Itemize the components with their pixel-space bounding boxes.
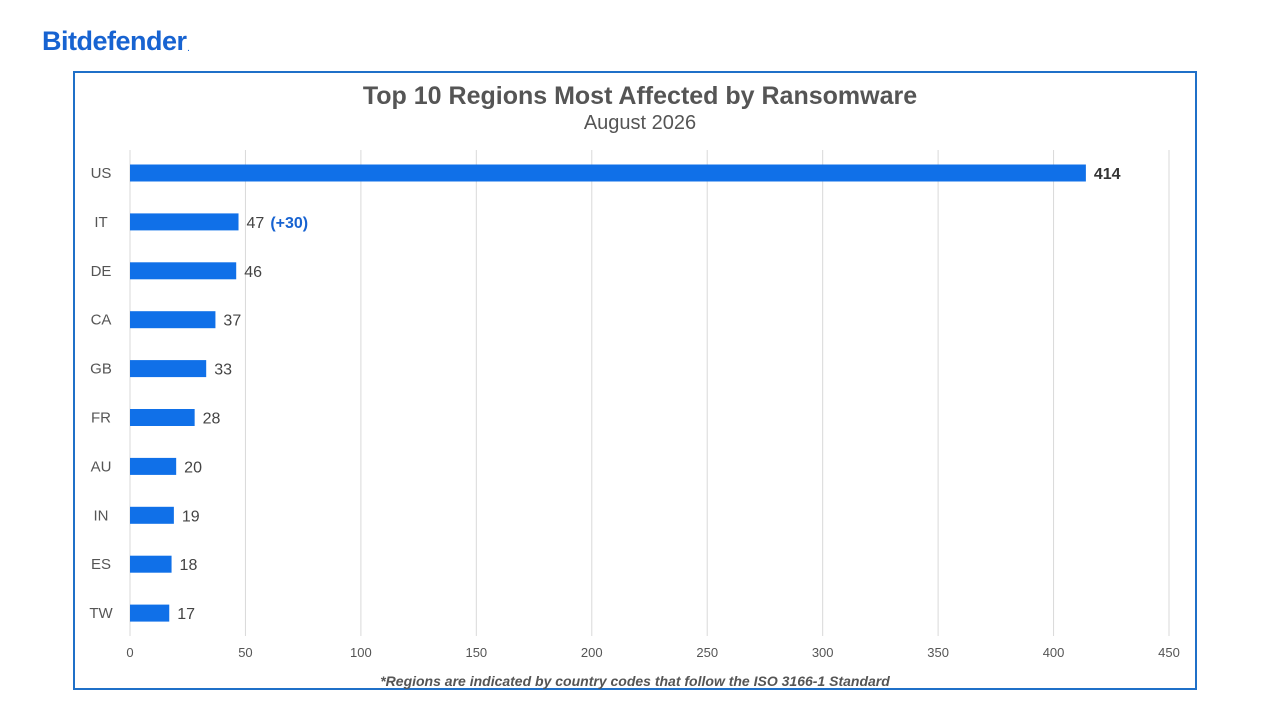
chart-subtitle: August 2026: [583, 112, 697, 134]
x-tick-label: 300: [812, 645, 834, 660]
x-tick-label: 400: [1043, 645, 1065, 660]
category-label: IN: [94, 507, 109, 524]
bar: [130, 506, 174, 524]
bar: [130, 213, 239, 231]
data-label: 46: [244, 264, 262, 281]
brand-name: Bitdefender: [42, 26, 187, 56]
data-label: 33: [214, 362, 232, 379]
category-label: US: [91, 165, 112, 182]
data-label: 37: [223, 313, 241, 330]
category-label: DE: [91, 263, 112, 280]
bar: [130, 555, 172, 573]
x-tick-label: 150: [465, 645, 487, 660]
x-tick-label: 200: [581, 645, 603, 660]
data-label: 17: [177, 606, 195, 623]
bar: [130, 311, 216, 329]
chart-frame: [73, 71, 1197, 690]
data-label: 47: [247, 215, 265, 232]
data-label: 28: [203, 411, 221, 428]
category-label: FR: [91, 410, 111, 427]
bitdefender-logo: Bitdefender.: [42, 26, 190, 57]
bar: [130, 409, 195, 426]
chart-title: Top 10 Regions Most Affected by Ransomwa…: [362, 82, 918, 110]
category-label: GB: [90, 361, 112, 378]
bar: [130, 604, 170, 622]
data-label: 20: [184, 459, 202, 476]
category-label: TW: [89, 605, 113, 622]
bar: [130, 360, 207, 378]
x-tick-label: 350: [927, 645, 949, 660]
x-tick-label: 50: [238, 645, 252, 660]
category-label: CA: [91, 312, 112, 329]
x-tick-label: 450: [1158, 645, 1180, 660]
bar: [130, 457, 177, 475]
x-tick-label: 100: [350, 645, 372, 660]
brand-mark: .: [187, 46, 190, 53]
x-tick-label: 250: [696, 645, 718, 660]
category-label: AU: [91, 458, 112, 475]
category-label: IT: [94, 214, 107, 231]
bar: [130, 164, 1086, 182]
data-label: 18: [180, 557, 198, 574]
category-label: ES: [91, 556, 111, 573]
data-label: 19: [182, 508, 200, 525]
data-label: 414: [1094, 166, 1121, 183]
footnote: *Regions are indicated by country codes …: [380, 673, 890, 689]
bar: [130, 262, 237, 280]
x-tick-label: 0: [126, 645, 133, 660]
annotation-label: (+30): [270, 215, 308, 232]
